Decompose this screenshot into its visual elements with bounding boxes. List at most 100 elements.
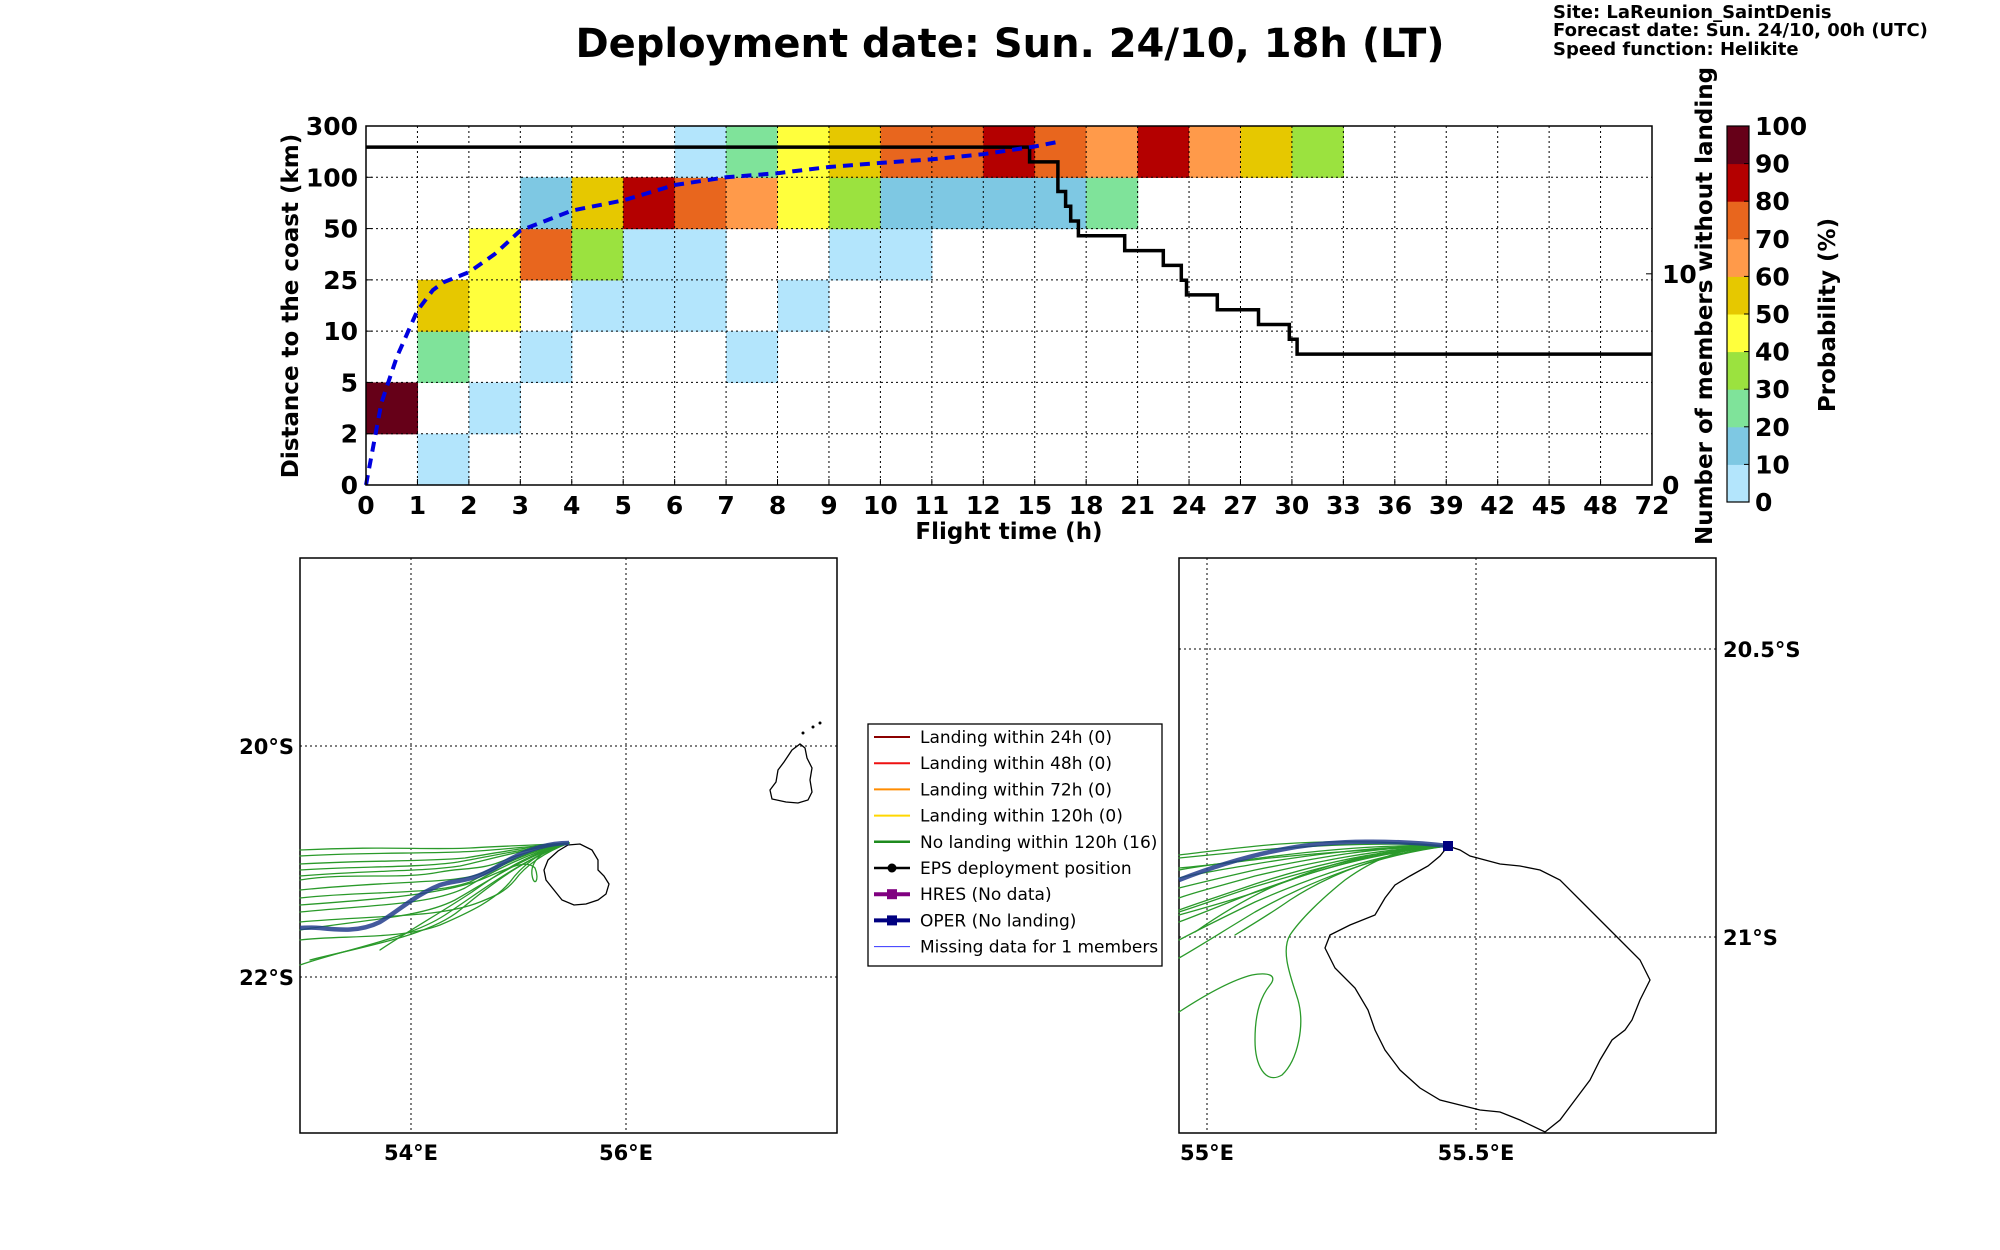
trajectory-line	[299, 842, 570, 966]
left-map-y-ticks: 20°S 22°S	[239, 735, 294, 990]
trajectory-line	[299, 842, 570, 923]
speed-function-info: Speed function: Helikite	[1553, 39, 1799, 60]
left-map-y-tick-label: 20°S	[239, 735, 294, 759]
legend-label: Missing data for 1 members	[920, 938, 1158, 958]
y-tick-label: 2	[341, 420, 358, 449]
heatmap-cell	[726, 331, 779, 384]
x-tick-label: 6	[666, 491, 683, 520]
heatmap-cell	[983, 177, 1036, 230]
x-tick-label: 21	[1120, 491, 1155, 520]
legend-label: Landing within 24h (0)	[920, 728, 1112, 748]
y2-tick-label: 10	[1662, 260, 1697, 289]
heatmap-cell	[828, 228, 881, 281]
colorbar-segment	[1727, 163, 1749, 202]
figure-title: Deployment date: Sun. 24/10, 18h (LT)	[575, 21, 1444, 67]
heatmap-cell	[880, 228, 933, 281]
colorbar-tick-label: 80	[1755, 187, 1790, 216]
legend-label: Landing within 48h (0)	[920, 754, 1112, 774]
heatmap-x-label: Flight time (h)	[915, 519, 1102, 545]
heatmap-cell	[828, 177, 881, 230]
x-tick-label: 11	[914, 491, 949, 520]
heatmap-cell	[674, 126, 727, 178]
legend-marker	[887, 889, 897, 900]
trajectory-line	[299, 842, 570, 931]
legend-box	[867, 723, 1163, 967]
legend-entry: Landing within 24h (0)	[874, 728, 1112, 748]
colorbar-segment	[1727, 464, 1749, 503]
legend-label: HRES (No data)	[920, 885, 1052, 905]
colorbar-label: Probability (%)	[1815, 218, 1841, 412]
x-tick-label: 24	[1172, 491, 1207, 520]
oper-trajectory	[299, 840, 570, 932]
heatmap-grid	[366, 126, 1652, 485]
left-map: 54°E 56°E 20°S 22°S	[239, 557, 838, 1165]
heatmap-cell	[983, 126, 1036, 178]
trajectory-line	[1178, 845, 1449, 869]
heatmap-cell	[880, 126, 933, 178]
heatmap-cell	[1240, 126, 1293, 178]
legend-entry: EPS deployment position	[874, 859, 1132, 879]
trajectory-line	[1178, 845, 1449, 1079]
colorbar-segment	[1727, 276, 1749, 315]
heatmap-cell	[1137, 126, 1190, 178]
trajectory-line	[1234, 845, 1449, 936]
x-tick-label: 48	[1583, 491, 1618, 520]
mauritius-coastline	[769, 743, 813, 804]
legend-label: OPER (No landing)	[920, 911, 1076, 931]
trajectory-line	[299, 842, 570, 899]
heatmap-cell	[931, 126, 984, 178]
legend-entry: Landing within 48h (0)	[874, 754, 1112, 774]
colorbar-segment	[1727, 426, 1749, 465]
heatmap-cell	[777, 177, 830, 230]
x-tick-label: 33	[1326, 491, 1361, 520]
left-map-x-tick-label: 54°E	[384, 1141, 438, 1165]
colorbar-tick-label: 70	[1755, 225, 1790, 254]
right-map-y-tick-label: 20.5°S	[1723, 638, 1800, 662]
colorbar-ticks: 0 10 20 30 40 50 60 70 80 90 100	[1744, 112, 1807, 517]
heatmap-cell	[726, 126, 779, 178]
heatmap-cell	[828, 126, 881, 178]
heatmap-cell	[1291, 126, 1344, 178]
colorbar-tick-label: 90	[1755, 150, 1790, 179]
legend-label: Landing within 120h (0)	[920, 807, 1123, 827]
legend-entry: OPER (No landing)	[874, 911, 1076, 931]
heatmap-cell	[1034, 126, 1087, 178]
colorbar-tick-label: 0	[1755, 488, 1772, 517]
right-map-y-ticks: 20.5°S 21°S	[1723, 638, 1800, 950]
left-map-x-ticks: 54°E 56°E	[384, 1141, 653, 1165]
reunion-coastline-detail	[1324, 845, 1651, 1133]
y-tick-label: 50	[323, 215, 358, 244]
x-tick-label: 30	[1275, 491, 1310, 520]
heatmap-y2-label: Number of members without landing	[1692, 67, 1718, 545]
heatmap-cell	[931, 177, 984, 230]
x-tick-label: 42	[1480, 491, 1515, 520]
members-without-landing-line	[366, 145, 1652, 356]
heatmap-cell	[623, 228, 676, 281]
heatmap-cell	[880, 177, 933, 230]
legend-label: Landing within 72h (0)	[920, 780, 1112, 800]
heatmap-x-ticks: 0 1 2 3 4 5 6 7 8 9 10 11 12 15 18 21 24 27 30 33 36 39 42 45 48…	[357, 479, 1669, 520]
y-tick-label: 25	[323, 266, 358, 295]
heatmap-cell	[623, 177, 676, 230]
reunion-coastline	[543, 843, 610, 906]
colorbar-segment	[1727, 351, 1749, 390]
x-tick-label: 18	[1069, 491, 1104, 520]
colorbar-tick-label: 20	[1755, 413, 1790, 442]
heatmap-series	[364, 139, 1652, 486]
heatmap-cell	[520, 228, 573, 281]
y-tick-label: 100	[306, 163, 358, 192]
x-tick-label: 15	[1017, 491, 1052, 520]
trajectory-line	[1178, 845, 1449, 899]
colorbar-segment	[1727, 314, 1749, 353]
x-tick-label: 2	[460, 491, 477, 520]
x-tick-label: 36	[1377, 491, 1412, 520]
heatmap-cell	[674, 177, 727, 230]
x-tick-label: 72	[1635, 491, 1670, 520]
legend-entry: Landing within 120h (0)	[874, 807, 1123, 827]
x-tick-label: 10	[863, 491, 898, 520]
x-tick-label: 4	[563, 491, 580, 520]
colorbar-tick-label: 30	[1755, 375, 1790, 404]
colorbar-tick-label: 60	[1755, 262, 1790, 291]
